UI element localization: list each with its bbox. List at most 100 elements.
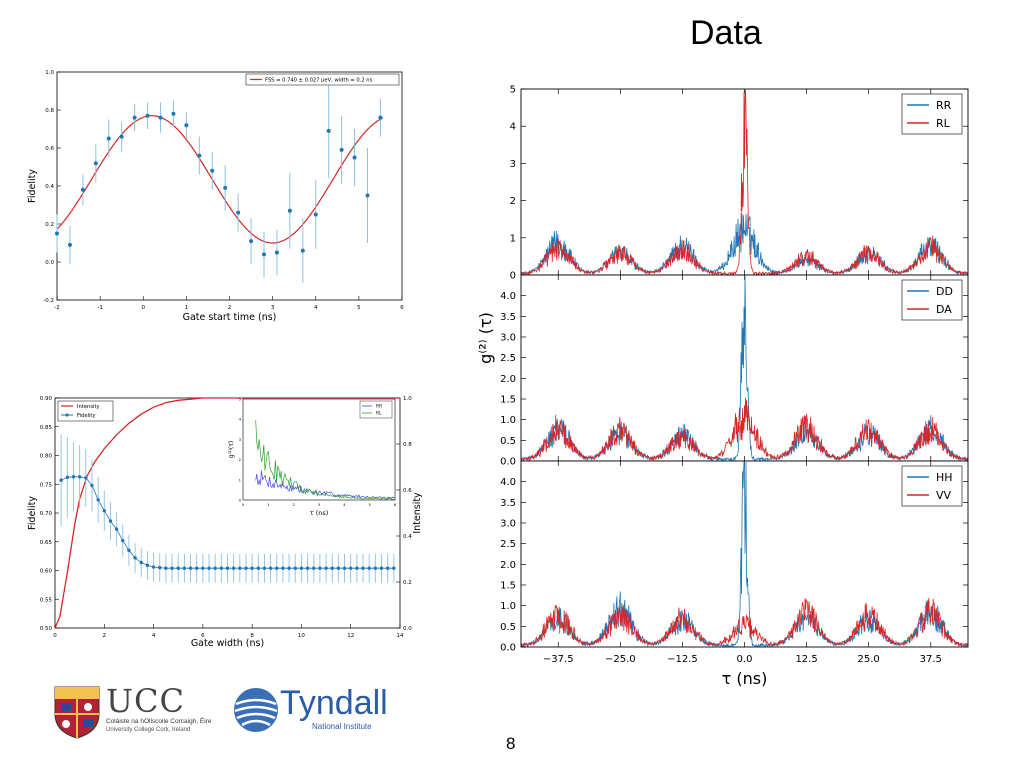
data-point <box>336 566 341 570</box>
x-tick-label: 10 <box>298 633 305 639</box>
legend-label: DD <box>936 285 953 298</box>
plot-frame <box>56 71 403 301</box>
data-point <box>59 478 63 482</box>
y-tick-label: 0.90 <box>40 396 53 402</box>
data-point <box>96 498 100 502</box>
data-point <box>102 509 106 513</box>
x-tick-label: 6 <box>201 633 205 639</box>
y-tick-label: 4 <box>510 122 516 133</box>
inset-x-tick-label: 6 <box>394 502 397 507</box>
y-tick-label: 0.70 <box>40 511 53 517</box>
data-point <box>201 566 205 570</box>
x-tick-label: −12.5 <box>667 654 698 665</box>
x-tick-label: 12 <box>347 633 354 639</box>
y-tick-label: 3.5 <box>500 312 516 323</box>
y-tick-label: 3.0 <box>500 519 516 530</box>
data-point <box>197 153 202 158</box>
data-point <box>250 566 254 570</box>
data-point <box>385 566 390 570</box>
legend-box <box>901 465 963 507</box>
x-tick-label: 5 <box>357 305 361 311</box>
data-point <box>268 566 273 570</box>
data-point <box>355 566 359 570</box>
inset-y-axis-label: g⁽²⁾(τ) <box>228 441 235 458</box>
y-tick-label: 1.0 <box>500 601 516 612</box>
y-tick-label: 1.5 <box>500 581 516 592</box>
data-point <box>194 566 199 570</box>
data-point <box>108 519 113 523</box>
y2-tick-label: 0.2 <box>403 580 412 586</box>
inset-x-tick-label: 0 <box>242 502 245 507</box>
data-point <box>293 566 297 570</box>
data-point <box>373 566 378 570</box>
data-point <box>139 560 143 565</box>
x-tick-label: 1 <box>185 305 189 311</box>
data-point <box>300 248 305 253</box>
data-point <box>249 239 254 244</box>
data-point <box>127 548 131 553</box>
tyndall-name: Tyndall <box>280 684 388 722</box>
ucc-crest-icon <box>54 686 100 739</box>
x-tick-label: 14 <box>397 633 404 639</box>
ucc-logo: UCC Coláiste na hOllscoile Corcaigh, Éir… <box>52 682 232 740</box>
x-tick-label: 2 <box>103 633 107 639</box>
x-axis-label: Gate width (ns) <box>191 638 264 649</box>
data-point <box>287 208 292 213</box>
data-point <box>158 565 162 570</box>
x-tick-label: 2 <box>228 305 232 311</box>
data-point <box>77 475 82 479</box>
x-tick-label: 6 <box>400 305 404 311</box>
data-point <box>318 566 322 570</box>
y-tick-label: 1.0 <box>45 70 54 76</box>
data-point <box>326 128 331 133</box>
y-tick-label: 1 <box>510 233 516 244</box>
intensity-line <box>55 398 400 628</box>
data-point <box>313 212 318 217</box>
legend-marker-fidelity <box>65 413 69 417</box>
y-tick-label: 0.5 <box>500 622 516 633</box>
y-tick-label: 2.5 <box>500 539 516 550</box>
data-point <box>80 187 85 192</box>
x-tick-label: −37.5 <box>543 654 574 665</box>
y-axis-label: Fidelity <box>27 169 38 203</box>
data-point <box>55 231 59 236</box>
legend-label-fidelity: Fidelity <box>77 413 96 419</box>
data-point <box>330 566 334 570</box>
data-point <box>133 556 137 560</box>
data-point <box>349 566 353 570</box>
data-point <box>236 210 241 215</box>
legend-box <box>245 73 400 86</box>
y-tick-label: 1.5 <box>500 395 516 406</box>
y-tick-label: 0.0 <box>500 457 516 468</box>
inset-x-tick-label: 2 <box>292 502 295 507</box>
inset-y-tick-label: 0 <box>239 498 242 503</box>
legend-label: FSS = 0.740 ± 0.027 μeV, width = 0.2 ns <box>265 78 373 84</box>
data-point <box>90 483 94 488</box>
ucc-name: UCC <box>106 682 185 720</box>
inset-x-axis-label: τ (ns) <box>310 509 329 517</box>
inset-x-tick-label: 4 <box>343 502 346 507</box>
inset-legend-label: RL <box>376 411 382 417</box>
y-tick-label: 3.5 <box>500 498 516 509</box>
data-point <box>119 134 124 139</box>
legend-box <box>901 279 963 321</box>
y-tick-label: 0.0 <box>45 260 54 266</box>
fit-curve <box>56 115 383 244</box>
x-tick-label: 0 <box>142 305 146 311</box>
data-point <box>176 566 180 570</box>
data-point <box>223 185 228 190</box>
data-point <box>324 566 328 570</box>
x-tick-label: 37.5 <box>920 654 942 665</box>
data-point <box>132 115 137 120</box>
data-point <box>361 566 365 570</box>
x-tick-label: 0.0 <box>737 654 753 665</box>
inset-x-tick-label: 5 <box>368 502 371 507</box>
y-tick-label: 0.6 <box>45 146 54 152</box>
y-tick-label: 5 <box>510 85 516 96</box>
data-point <box>219 566 224 570</box>
data-point <box>274 250 279 255</box>
y2-tick-label: 1.0 <box>403 396 412 402</box>
data-point <box>244 566 248 570</box>
data-point <box>213 566 217 570</box>
x-tick-label: -2 <box>54 305 59 311</box>
